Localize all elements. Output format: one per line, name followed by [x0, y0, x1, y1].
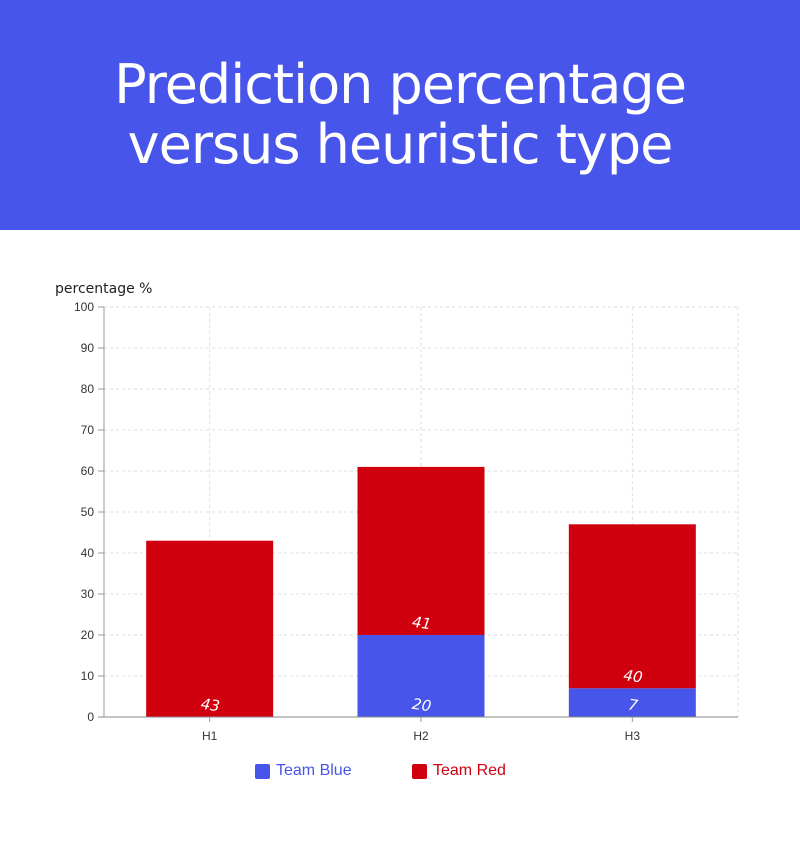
y-tick-label: 20: [81, 628, 95, 642]
legend-label-team-red: Team Red: [433, 762, 506, 779]
legend-item-team-red[interactable]: Team Red: [412, 762, 506, 780]
legend-swatch-team-red: [412, 763, 427, 779]
legend-item-team-blue[interactable]: Team Blue: [255, 762, 352, 780]
chart-legend: Team Blue Team Red: [0, 762, 800, 786]
bar-team-blue-h3[interactable]: [568, 688, 696, 717]
data-label: 43: [200, 695, 221, 715]
bar-team-red-h2[interactable]: [357, 466, 485, 635]
y-tick-label: 70: [81, 423, 95, 437]
y-tick-label: 0: [87, 710, 94, 724]
bar-team-blue-h2[interactable]: [357, 635, 485, 717]
y-tick-label: 50: [81, 505, 95, 519]
bar-team-red-h3[interactable]: [568, 524, 696, 689]
data-label: 20: [411, 695, 432, 715]
title-banner: Prediction percentage versus heuristic t…: [0, 0, 800, 230]
y-tick-label: 40: [81, 546, 95, 560]
y-tick-label: 80: [81, 382, 95, 396]
legend-swatch-team-blue: [255, 763, 270, 779]
y-tick-label: 60: [81, 464, 95, 478]
y-axis-label: percentage %: [55, 281, 152, 297]
data-label: 7: [627, 695, 639, 714]
x-tick-label: H3: [625, 729, 641, 743]
y-tick-label: 90: [81, 341, 95, 355]
legend-label-team-blue: Team Blue: [276, 762, 352, 779]
y-tick-label: 100: [74, 300, 94, 314]
y-tick-label: 10: [81, 669, 95, 683]
page-title: Prediction percentage versus heuristic t…: [114, 53, 687, 176]
data-label: 41: [411, 613, 432, 633]
x-tick-label: H2: [413, 729, 429, 743]
data-label: 40: [622, 666, 643, 686]
y-tick-label: 30: [81, 587, 95, 601]
x-tick-label: H1: [202, 729, 218, 743]
bar-team-red-h1[interactable]: [146, 540, 274, 717]
